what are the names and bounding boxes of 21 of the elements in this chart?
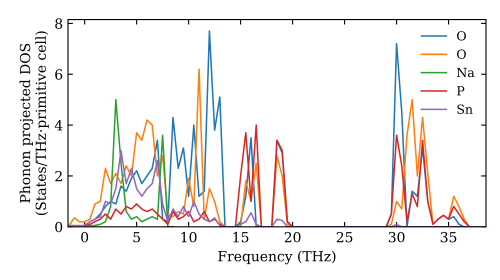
x-tick-label: 5 [133, 232, 140, 242]
legend-label: Sn [457, 104, 473, 114]
y-tick-label: 0 [55, 222, 62, 232]
x-tick-label: 10 [181, 232, 197, 242]
legend-label: O [457, 31, 466, 41]
x-tick-label: 30 [388, 232, 404, 242]
x-axis-title: Frequency (THz) [218, 250, 336, 264]
line-series [84, 124, 470, 227]
x-tick-label: 20 [284, 232, 301, 242]
x-tick-label: 25 [336, 232, 352, 242]
y-tick-label: 6 [55, 69, 62, 80]
y-tick-label: 4 [54, 120, 62, 130]
y-tick-label: 2 [55, 170, 62, 182]
y-axis-title: Phonon projected DOS (States/THz·primitive cell) [20, 31, 49, 216]
legend-label: P [457, 86, 464, 96]
legend-label: Na [456, 68, 474, 78]
x-tick-label: 35 [440, 232, 456, 242]
x-tick-label: 15 [233, 232, 248, 242]
x-tick-label: 0 [81, 232, 88, 242]
legend-label: O [457, 49, 466, 59]
y-tick-label: 8 [55, 18, 62, 29]
